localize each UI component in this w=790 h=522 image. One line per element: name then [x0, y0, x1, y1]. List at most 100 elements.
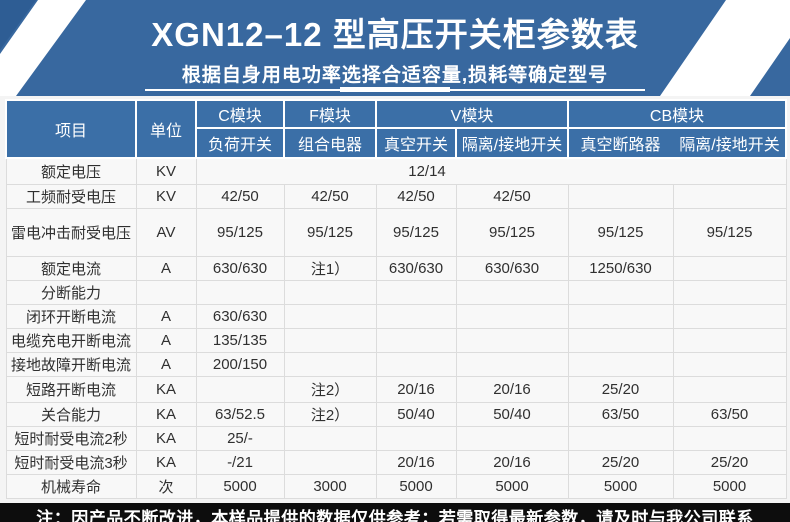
divider-line-right	[450, 88, 645, 91]
cell-value: 20/16	[455, 375, 569, 403]
cell-value	[672, 183, 787, 209]
col-group-c-module: C模块	[195, 99, 285, 129]
row-unit: A	[135, 327, 197, 353]
cell-value	[283, 449, 377, 475]
table-row: 雷电冲击耐受电压 AV 95/125 95/125 95/125 95/125 …	[5, 207, 787, 257]
cell-value: 135/135	[195, 327, 285, 353]
col-header-combined-apparatus: 组合电器	[283, 127, 377, 159]
cell-value	[375, 279, 457, 305]
row-label: 闭环开断电流	[5, 303, 137, 329]
row-label: 短时耐受电流3秒	[5, 449, 137, 475]
cell-value	[567, 327, 674, 353]
cell-value: 42/50	[283, 183, 377, 209]
row-unit: KV	[135, 157, 197, 185]
row-unit: KA	[135, 401, 197, 427]
cell-value: 50/40	[375, 401, 457, 427]
cell-value: 注1）	[283, 255, 377, 281]
cell-value: 1250/630	[567, 255, 674, 281]
row-label: 短时耐受电流2秒	[5, 425, 137, 451]
row-unit: A	[135, 303, 197, 329]
col-header-isolating-earthing-cb: 隔离/接地开关	[671, 127, 788, 159]
table-row: 短路开断电流 KA 注2） 20/16 20/16 25/20	[5, 375, 787, 403]
cell-value	[283, 327, 377, 353]
page-title: XGN12–12 型高压开关柜参数表	[151, 16, 639, 53]
row-unit: A	[135, 255, 197, 281]
cell-value: 5000	[375, 473, 457, 499]
cell-value	[567, 183, 674, 209]
cell-value: 63/50	[567, 401, 674, 427]
cell-value: 注2）	[283, 401, 377, 427]
cell-value: 630/630	[195, 255, 285, 281]
cell-value	[283, 425, 377, 451]
table-row: 短时耐受电流2秒 KA 25/-	[5, 425, 787, 451]
cell-value	[672, 303, 787, 329]
cell-value	[672, 327, 787, 353]
cell-value: 5000	[455, 473, 569, 499]
cell-value: 50/40	[455, 401, 569, 427]
cell-value	[283, 351, 377, 377]
table-row: 工频耐受电压 KV 42/50 42/50 42/50 42/50	[5, 183, 787, 209]
table-row: 额定电压 KV 12/14	[5, 157, 787, 185]
row-label: 机械寿命	[5, 473, 137, 499]
note-bar: 注：因产品不断改进，本样品提供的数据仅供参考；若需取得最新参数，请及时与我公司联…	[0, 502, 790, 522]
cell-value: 630/630	[375, 255, 457, 281]
cell-value	[455, 279, 569, 305]
table-row: 短时耐受电流3秒 KA -/21 20/16 20/16 25/20 25/20	[5, 449, 787, 475]
col-header-vacuum-switch: 真空开关	[375, 127, 457, 159]
cell-value: 95/125	[283, 207, 377, 257]
cell-value: 20/16	[455, 449, 569, 475]
banner-divider	[145, 87, 645, 92]
row-label: 接地故障开断电流	[5, 351, 137, 377]
row-unit: KA	[135, 375, 197, 403]
row-label: 关合能力	[5, 401, 137, 427]
cell-value	[455, 351, 569, 377]
cell-value: 注2）	[283, 375, 377, 403]
cell-value: 5000	[195, 473, 285, 499]
cell-value: 25/20	[672, 449, 787, 475]
header-row-subs: 负荷开关 组合电器 真空开关 隔离/接地开关 真空断路器 隔离/接地开关	[6, 127, 788, 159]
cell-value	[567, 303, 674, 329]
cell-value: 63/52.5	[195, 401, 285, 427]
table-row: 电缆充电开断电流 A 135/135	[5, 327, 787, 353]
page-subtitle: 根据自身用电功率选择合适容量,损耗等确定型号	[181, 65, 609, 86]
cell-value: 95/125	[567, 207, 674, 257]
cell-value: 95/125	[195, 207, 285, 257]
row-label: 雷电冲击耐受电压	[5, 207, 137, 257]
banner: XGN12–12 型高压开关柜参数表 根据自身用电功率选择合适容量,损耗等确定型…	[0, 0, 790, 96]
cell-value	[567, 279, 674, 305]
cell-value: 25/-	[195, 425, 285, 451]
cell-value: 630/630	[455, 255, 569, 281]
row-unit	[135, 279, 197, 305]
cell-value: 5000	[567, 473, 674, 499]
table-row: 闭环开断电流 A 630/630	[5, 303, 787, 329]
parameter-table-wrap: 项目 单位 C模块 F模块 V模块 CB模块 负荷开关 组合电器 真空开关 隔离…	[0, 96, 790, 499]
divider-line-center	[340, 87, 450, 92]
table-row: 机械寿命 次 5000 3000 5000 5000 5000 5000	[5, 473, 787, 499]
col-header-unit: 单位	[135, 99, 197, 159]
row-label: 额定电压	[5, 157, 137, 185]
row-label: 分断能力	[5, 279, 137, 305]
cell-value	[455, 425, 569, 451]
col-header-vacuum-breaker: 真空断路器	[567, 127, 674, 159]
row-label: 额定电流	[5, 255, 137, 281]
row-unit: 次	[135, 473, 197, 499]
row-label: 工频耐受电压	[5, 183, 137, 209]
cell-value: 25/20	[567, 449, 674, 475]
row-unit: KA	[135, 425, 197, 451]
cell-value: 95/125	[375, 207, 457, 257]
col-header-item: 项目	[5, 99, 137, 159]
cell-value	[567, 425, 674, 451]
row-unit: KA	[135, 449, 197, 475]
cell-value	[672, 375, 787, 403]
row-unit: A	[135, 351, 197, 377]
cell-value	[455, 303, 569, 329]
row-label: 电缆充电开断电流	[5, 327, 137, 353]
cell-value	[375, 327, 457, 353]
cell-value: 95/125	[672, 207, 787, 257]
row-unit: KV	[135, 183, 197, 209]
cell-value: 200/150	[195, 351, 285, 377]
cell-value	[672, 255, 787, 281]
cell-value	[375, 303, 457, 329]
col-group-f-module: F模块	[283, 99, 377, 129]
